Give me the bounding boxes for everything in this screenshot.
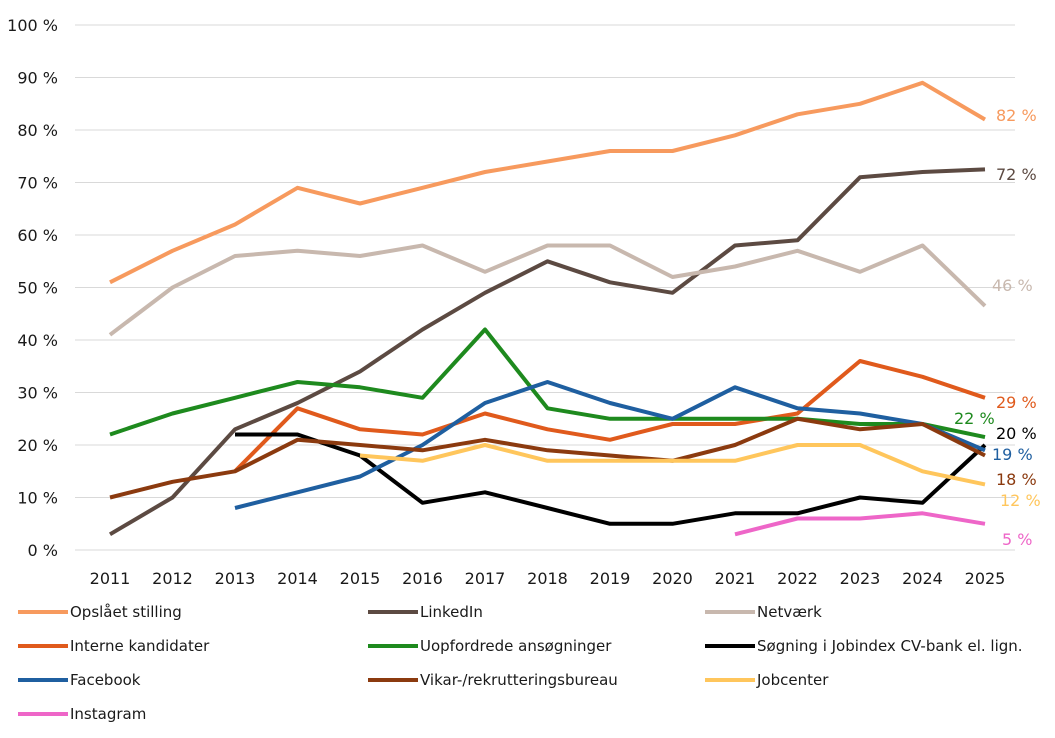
series-end-label: 82 % — [996, 106, 1037, 125]
legend-label: Vikar-/rekrutteringsbureau — [420, 671, 618, 689]
legend-swatch — [368, 610, 418, 614]
legend-label: Uopfordrede ansøgninger — [420, 637, 612, 655]
legend-swatch — [705, 678, 755, 682]
line-chart: 0 % 10 % 20 % 30 % 40 % 50 % 60 % 70 % 80 % 90 % 1… — [7, 16, 1041, 588]
legend-item: Instagram — [18, 702, 146, 726]
x-tick-label: 2020 — [652, 569, 693, 588]
legend-item: Facebook — [18, 668, 140, 692]
x-tick-label: 2018 — [527, 569, 568, 588]
y-tick-label: 40 % — [17, 331, 58, 350]
series-line — [108, 167, 986, 537]
legend-label: Søgning i Jobindex CV-bank el. lign. — [757, 637, 1023, 655]
y-tick-label: 70 % — [17, 174, 58, 193]
legend-item: Uopfordrede ansøgninger — [368, 634, 611, 658]
x-tick-label: 2014 — [277, 569, 318, 588]
x-tick-label: 2021 — [715, 569, 756, 588]
x-tick-label: 2022 — [777, 569, 818, 588]
y-tick-label: 50 % — [17, 279, 58, 298]
x-tick-label: 2019 — [590, 569, 631, 588]
x-tick-label: 2013 — [215, 569, 256, 588]
series-line — [109, 80, 987, 285]
x-tick-label: 2017 — [465, 569, 506, 588]
series-end-label: 46 % — [992, 276, 1033, 295]
series-line — [109, 327, 986, 440]
legend-item: Opslået stilling — [18, 600, 182, 624]
series-line — [233, 359, 986, 473]
legend-label: Instagram — [70, 705, 147, 723]
legend-item: Netværk — [705, 600, 822, 624]
series-line — [109, 416, 986, 500]
series-line — [734, 511, 986, 537]
series-end-label: 5 % — [1002, 530, 1032, 549]
y-tick-label: 0 % — [28, 541, 58, 560]
y-tick-label: 100 % — [7, 16, 58, 35]
series-end-label: 20 % — [996, 424, 1037, 443]
series-end-label: 29 % — [996, 393, 1037, 412]
legend-item: Vikar-/rekrutteringsbureau — [368, 668, 618, 692]
x-tick-label: 2023 — [840, 569, 881, 588]
legend-item: Jobcenter — [705, 668, 828, 692]
legend-swatch — [368, 644, 418, 648]
legend-label: Netværk — [757, 603, 822, 621]
y-tick-label: 80 % — [17, 121, 58, 140]
legend-label: Facebook — [70, 671, 141, 689]
legend-item: LinkedIn — [368, 600, 483, 624]
legend-swatch — [705, 610, 755, 614]
legend-label: Jobcenter — [757, 671, 829, 689]
legend-swatch — [368, 678, 418, 682]
x-tick-label: 2024 — [902, 569, 943, 588]
legend-swatch — [18, 678, 68, 682]
legend-label: Opslået stilling — [70, 603, 182, 621]
x-tick-label: 2015 — [340, 569, 381, 588]
legend-label: Interne kandidater — [70, 637, 210, 655]
legend-item: Interne kandidater — [18, 634, 209, 658]
gridlines — [75, 24, 1015, 551]
x-tick-label: 2011 — [90, 569, 131, 588]
series-end-label: 22 % — [954, 409, 995, 428]
x-tick-label: 2012 — [152, 569, 193, 588]
legend-swatch — [18, 644, 68, 648]
legend-label: LinkedIn — [420, 603, 483, 621]
y-tick-label: 20 % — [17, 436, 58, 455]
series-end-label: 12 % — [1000, 491, 1041, 510]
legend-swatch — [705, 644, 755, 648]
y-tick-label: 30 % — [17, 384, 58, 403]
legend-swatch — [18, 610, 68, 614]
x-tick-label: 2025 — [965, 569, 1006, 588]
legend-swatch — [18, 712, 68, 716]
y-tick-label: 60 % — [17, 226, 58, 245]
series-lines — [108, 80, 987, 537]
series-line — [108, 243, 987, 337]
series-line — [359, 443, 986, 487]
series-end-label: 19 % — [992, 445, 1033, 464]
series-line — [234, 380, 986, 510]
legend-item: Søgning i Jobindex CV-bank el. lign. — [705, 634, 1023, 658]
y-tick-label: 90 % — [17, 69, 58, 88]
x-tick-label: 2016 — [402, 569, 443, 588]
series-end-label: 72 % — [996, 165, 1037, 184]
y-tick-label: 10 % — [17, 489, 58, 508]
series-end-label: 18 % — [996, 470, 1037, 489]
